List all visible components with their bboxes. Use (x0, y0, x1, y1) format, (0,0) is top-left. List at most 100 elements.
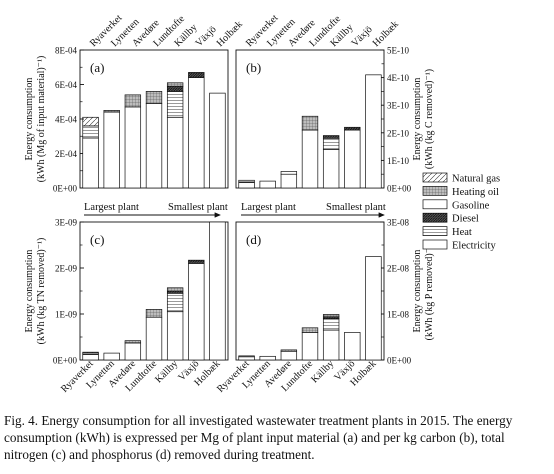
panel-a-bar-lundtofte (145, 91, 163, 189)
panel-b-segment-lynetten-electricity (259, 180, 276, 189)
panel-b-ytick-label: 2E-10 (387, 128, 409, 138)
panel-b-segment-vaxjo-diesel (344, 126, 361, 131)
panel-c-segment-aved-re-electricity (124, 342, 142, 361)
panel-a-label: (a) (90, 60, 104, 75)
panel-c-segment-lynetten-electricity (103, 352, 120, 361)
panel-a-ytick-label: 8E-04 (55, 46, 77, 56)
panel-c-ytick-label: 1E-09 (55, 310, 77, 320)
panel-d-segment-kallby-electricity (322, 329, 340, 361)
panel-c-segment-holb-k-electricity (209, 221, 226, 361)
panel-b-bar-holb-k (365, 74, 382, 189)
panel-c-chart: (c) 0E+00 1E-09 2E-09 3E-09 Energy consumptio… (24, 218, 229, 395)
panel-d-bar-aved-re (280, 349, 298, 361)
panel-b-segment-aved-re-gasoline (280, 171, 298, 175)
panel-c-ylabel: Energy consumption(kWh (kg TN removed)⁻¹… (24, 238, 47, 345)
legend-swatch-diesel (422, 212, 448, 223)
panel-a-bar-holb-k (209, 92, 226, 189)
panel-b-segment-kallby-electricity (322, 149, 340, 189)
panel-b-segment-kallby-diesel (322, 135, 340, 139)
panel-a-category-label-holb-k: Holbæk (215, 19, 245, 49)
legend-swatch-gasoline (422, 199, 448, 210)
panel-c-bar-holb-k (209, 221, 226, 361)
panel-a-ytick-label: 2E-04 (55, 149, 77, 159)
panel-d-segment-ryaverket-heat (238, 355, 255, 358)
panel-d-category-label-kallby: Källby (309, 358, 336, 385)
panel-c-segment-vaxjo-diesel (188, 259, 205, 264)
panel-d-segment-holb-k-electricity (365, 256, 382, 361)
panel-c-segment-kallby-heat (166, 292, 184, 313)
panel-c-segment-ryaverket-electricity (82, 354, 99, 361)
legend-swatch-electricity (422, 239, 448, 250)
panel-c-ytick-label: 3E-09 (55, 218, 77, 228)
panel-b-segment-holb-k-electricity (365, 74, 382, 189)
panel-b-ytick-label: 5E-10 (387, 46, 409, 56)
panel-a-segment-ryaverket-electricity (82, 137, 99, 189)
panel-c-segment-vaxjo-electricity (188, 263, 205, 361)
panel-c-bar-lundtofte (145, 309, 163, 361)
legend-item-gasoline: Gasoline (422, 199, 490, 211)
largest-plant-label-right: Largest plant (241, 202, 296, 213)
panel-a-segment-lynetten-heating-oil (103, 110, 120, 113)
panel-b-segment-lundtofte-electricity (301, 129, 319, 189)
panel-d-bar-holb-k (365, 256, 382, 361)
panel-d-bar-lynetten (259, 355, 276, 361)
panel-b-label: (b) (246, 60, 261, 75)
legend-item-diesel: Diesel (422, 212, 479, 225)
panel-b-segment-ryaverket-heat (238, 179, 255, 183)
panel-a-segment-lundtofte-heating-oil (145, 91, 163, 104)
panel-d-segment-ryaverket-electricity (238, 356, 255, 361)
legend-label-diesel: Diesel (452, 214, 479, 225)
panel-a-segment-ryaverket-heat (82, 125, 99, 139)
panel-d-ylabel: Energy consumption(kWh (kg P removed)⁻¹) (412, 242, 435, 341)
panel-a-ytick-label: 0E+00 (53, 184, 78, 194)
legend-swatch-natural-gas (422, 172, 448, 183)
panel-b-ytick-label: 4E-10 (387, 73, 409, 83)
panel-a-segment-kallby-diesel (166, 85, 184, 92)
panel-a-segment-aved-re-heating-oil (124, 94, 142, 108)
plant-size-annotation-top: Largest plant Smallest plant Largest pla… (84, 202, 386, 218)
figure-4: (a) 0E+00 2E-04 4E-04 6E-04 8E-04 Energy consu… (24, 12, 500, 395)
panel-c-segment-kallby-electricity (166, 311, 184, 361)
panel-a-segment-lynetten-electricity (103, 111, 120, 189)
panel-a-bar-aved-re (124, 94, 142, 189)
panel-a-ytick-label: 4E-04 (55, 115, 77, 125)
panel-a-ytick-label: 6E-04 (55, 80, 77, 90)
panel-c-category-label-kallby: Källby (153, 358, 180, 385)
largest-plant-label-left: Largest plant (84, 202, 139, 213)
panel-c-segment-ryaverket-natural-gas (82, 351, 99, 354)
panel-d-segment-vaxjo-electricity (344, 332, 361, 361)
smallest-plant-label-left: Smallest plant (168, 202, 228, 213)
panel-a-segment-kallby-heat (166, 91, 184, 118)
panel-d-bar-vaxjo (344, 332, 361, 361)
legend-label-heat: Heat (452, 227, 472, 238)
legend-label-electricity: Electricity (452, 241, 496, 252)
panel-b-chart: (b) 0E+00 1E-10 2E-10 3E-10 4E-10 5E-10 Energy … (235, 12, 435, 194)
panel-d-ytick-label: 0E+00 (387, 356, 412, 366)
panel-d-segment-kallby-heat (322, 318, 340, 331)
panel-a-bar-ryaverket (82, 116, 99, 189)
panel-a-segment-aved-re-electricity (124, 106, 142, 189)
legend-item-heating-oil: Heating oil (422, 186, 499, 198)
panel-b-segment-lundtofte-heating-oil (301, 115, 319, 131)
panel-d-bar-ryaverket (238, 355, 255, 361)
legend: Natural gas Heating oil Gasoline Diesel Heat… (422, 172, 500, 252)
panel-b-bar-lynetten (259, 180, 276, 189)
panel-a-chart: (a) 0E+00 2E-04 4E-04 6E-04 8E-04 Energy consu… (24, 12, 245, 193)
legend-item-heat: Heat (422, 226, 472, 238)
panel-b-bar-aved-re (280, 171, 298, 189)
figure-caption: Fig. 4. Energy consumption for all inves… (4, 413, 513, 462)
panel-d-ytick-label: 2E-08 (387, 264, 409, 274)
panel-b-ylabel: Energy consumption(kWh (kg C removed)⁻¹) (412, 69, 435, 169)
panel-a-segment-ryaverket-natural-gas (82, 116, 99, 127)
panel-a-segment-vaxjo-electricity (188, 77, 205, 189)
panel-c-ytick-label: 0E+00 (53, 356, 78, 366)
panel-b-segment-vaxjo-electricity (344, 129, 361, 189)
panel-d-segment-lundtofte-electricity (301, 332, 319, 361)
panel-d-segment-kallby-heating-oil (322, 314, 340, 318)
panel-b-bar-ryaverket (238, 179, 255, 189)
smallest-plant-label-right: Smallest plant (326, 202, 386, 213)
panel-b-segment-ryaverket-electricity (238, 182, 255, 189)
legend-label-natural-gas: Natural gas (452, 174, 500, 185)
panel-c-segment-lundtofte-electricity (145, 316, 163, 361)
panel-d-segment-lynetten-electricity (259, 355, 276, 361)
